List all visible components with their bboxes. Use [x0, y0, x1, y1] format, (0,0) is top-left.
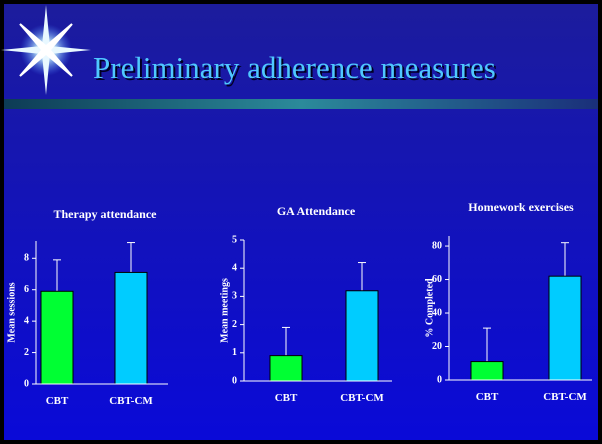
y-tick-label: 1	[232, 347, 237, 358]
x-tick-label: CBT-CM	[340, 392, 384, 404]
y-axis-label: % Completed	[424, 278, 435, 338]
title-band	[4, 99, 598, 109]
x-tick-label: CBT-CM	[109, 395, 153, 407]
y-tick-label: 80	[432, 240, 442, 251]
y-tick-label: 2	[232, 319, 237, 330]
y-tick-label: 4	[24, 315, 29, 326]
y-tick-label: 20	[432, 341, 442, 352]
bar	[269, 355, 303, 382]
y-tick-label: 40	[432, 307, 442, 318]
bar	[345, 290, 379, 382]
star	[1, 5, 91, 95]
chart-title: Therapy attendance	[54, 207, 158, 221]
y-tick-label: 6	[24, 284, 29, 295]
y-tick-label: 0	[24, 378, 29, 389]
bar	[548, 275, 582, 381]
y-tick-label: 5	[232, 234, 237, 245]
y-tick-label: 2	[24, 347, 29, 358]
y-tick-label: 60	[432, 274, 442, 285]
x-tick-label: CBT	[46, 395, 69, 407]
x-tick-label: CBT-CM	[543, 391, 587, 403]
chart-title: Homework exercises	[468, 200, 574, 214]
chart: GA Attendance Mean meetings 0 1 2 3 4 5 CBT CBT-C…	[219, 204, 392, 404]
bar	[470, 361, 504, 381]
bar	[40, 290, 74, 385]
y-tick-label: 0	[232, 375, 237, 386]
title-shadow: Preliminary adherence measures	[95, 52, 498, 87]
x-tick-label: CBT	[275, 392, 298, 404]
y-axis-label: Mean meetings	[219, 278, 230, 343]
title: Preliminary adherence measures	[93, 50, 496, 85]
chart: Therapy attendance Mean sessions 0 2 4 6 8 CBT C…	[6, 207, 168, 407]
chart-title: GA Attendance	[277, 204, 356, 218]
chart: Homework exercises % Completed 0 20 40 60 80 CB…	[424, 200, 592, 403]
y-tick-label: 0	[437, 374, 442, 385]
y-tick-label: 8	[24, 253, 29, 264]
y-tick-label: 3	[232, 291, 237, 302]
y-tick-label: 4	[232, 262, 237, 273]
x-tick-label: CBT	[476, 391, 499, 403]
y-axis-label: Mean sessions	[6, 282, 17, 342]
bar	[114, 271, 148, 385]
